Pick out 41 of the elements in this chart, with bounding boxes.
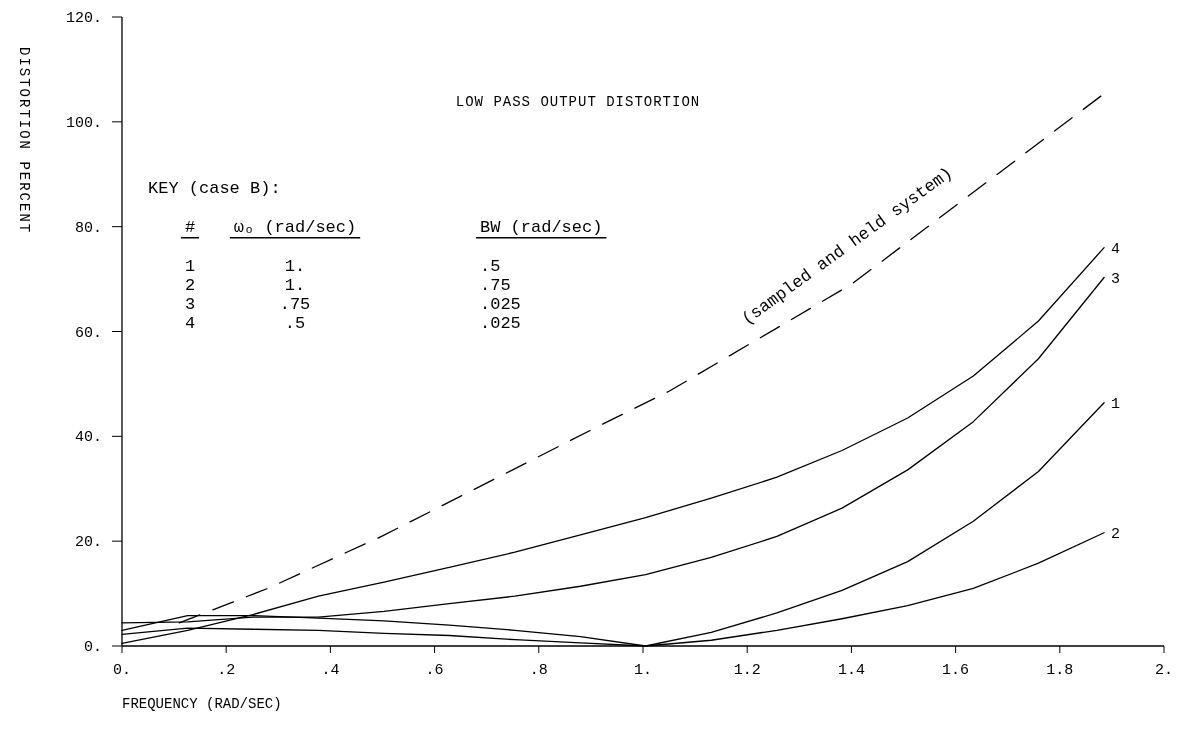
annotation: 3 bbox=[184, 295, 196, 314]
annotation: 2 bbox=[184, 276, 196, 295]
x-axis-title: FREQUENCY (RAD/SEC) bbox=[122, 696, 282, 712]
x-tick-label: 2. bbox=[1154, 662, 1174, 679]
annotation: 4 bbox=[184, 314, 196, 333]
y-tick-label: 120. bbox=[65, 10, 102, 27]
annotation: ωₒ (rad/sec) bbox=[233, 218, 357, 237]
series-label: 2 bbox=[1111, 525, 1121, 543]
x-tick-label: 1.6 bbox=[942, 662, 970, 679]
annotation: .5 bbox=[284, 314, 306, 333]
y-axis-title: DISTORTION PERCENT bbox=[16, 47, 32, 235]
legend-label: 1 bbox=[184, 257, 196, 276]
series-label: 4 bbox=[1111, 240, 1121, 258]
annotation: .75 bbox=[279, 295, 311, 314]
x-tick-label: 1.8 bbox=[1046, 662, 1074, 679]
y-tick-label: 100. bbox=[65, 114, 102, 132]
y-tick-label: 60. bbox=[74, 324, 102, 342]
annotation: BW (rad/sec) bbox=[480, 218, 603, 237]
annotation: .5 bbox=[480, 257, 501, 276]
annotation: .025 bbox=[480, 314, 521, 333]
text: LOW PASS OUTPUT DISTORTION bbox=[455, 94, 701, 110]
y-tick-label: 0. bbox=[83, 639, 102, 656]
x-tick-label: 1. bbox=[633, 662, 653, 679]
annotation: 1. bbox=[284, 276, 306, 295]
x-tick-label: .2 bbox=[217, 662, 236, 679]
y-tick-label: 40. bbox=[74, 429, 102, 447]
y-tick-label: 80. bbox=[74, 219, 102, 237]
x-tick-label: .8 bbox=[529, 662, 548, 679]
annotation: .75 bbox=[480, 276, 511, 295]
x-tick-label: 0. bbox=[112, 662, 132, 679]
series-label: 3 bbox=[1111, 270, 1121, 288]
x-tick-label: 1.4 bbox=[837, 662, 865, 679]
x-tick-label: 1.2 bbox=[733, 662, 761, 679]
annotation: 1. bbox=[284, 257, 306, 276]
x-tick-label: .6 bbox=[425, 662, 444, 679]
annotation: .025 bbox=[480, 295, 521, 314]
y-tick-label: 20. bbox=[74, 534, 102, 552]
annotation: KEY (case B): bbox=[148, 179, 281, 198]
annotation: # bbox=[184, 218, 196, 237]
annotation: 1 bbox=[1111, 395, 1121, 413]
x-tick-label: .4 bbox=[321, 662, 340, 679]
